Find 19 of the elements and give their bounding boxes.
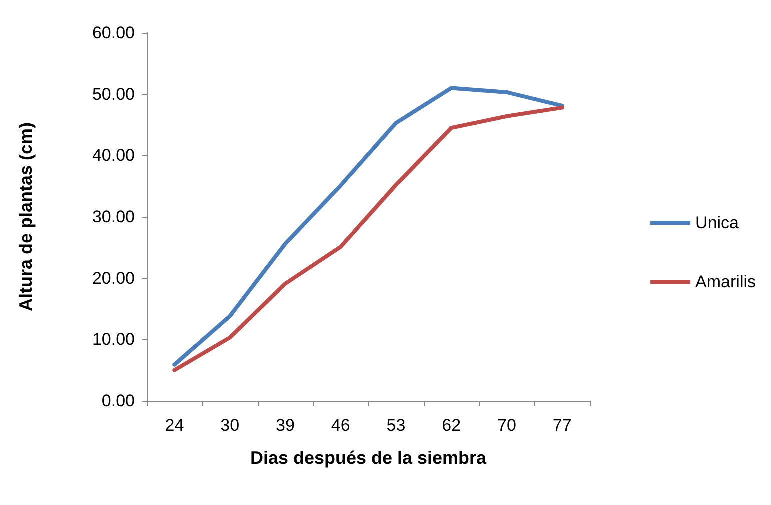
x-axis-title: Dias después de la siembra (250, 448, 488, 468)
y-tick-label: 40.00 (92, 146, 135, 166)
x-tick-label: 24 (165, 416, 184, 435)
y-tick-label: 0.00 (102, 392, 135, 410)
y-tick-label: 50.00 (92, 84, 135, 104)
y-tick-label: 20.00 (92, 268, 135, 288)
x-tick-label: 39 (276, 416, 295, 435)
y-tick-label: 60.00 (92, 24, 135, 42)
legend-label: Amarilis (696, 272, 756, 292)
x-tick-label: 53 (386, 416, 406, 435)
x-tick-label: 30 (220, 416, 240, 435)
y-tick-label: 30.00 (92, 208, 135, 226)
legend-label: Unica (696, 214, 740, 232)
x-tick-label: 62 (442, 416, 462, 435)
y-tick-label: 10.00 (92, 330, 135, 350)
x-tick-label: 77 (552, 416, 572, 435)
x-tick-label: 70 (497, 416, 516, 435)
y-axis-title: Altura de plantas (cm) (16, 122, 36, 312)
x-tick-label: 46 (331, 416, 350, 435)
